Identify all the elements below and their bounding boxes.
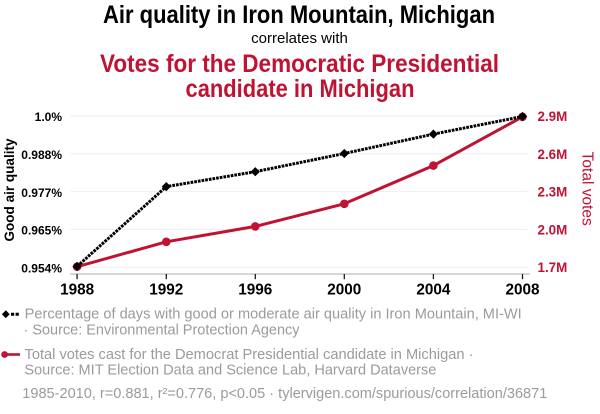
svg-text:1992: 1992 <box>149 282 183 299</box>
svg-text:Total votes cast for the Democ: Total votes cast for the Democrat Presid… <box>25 347 474 363</box>
svg-text:Total votes: Total votes <box>578 152 595 226</box>
svg-text:correlates with: correlates with <box>251 30 348 47</box>
svg-text:Air quality in Iron Mountain,: Air quality in Iron Mountain, Michigan <box>103 1 495 29</box>
svg-text:1.7M: 1.7M <box>538 260 568 275</box>
svg-text:Source: MIT Election Data and: Source: MIT Election Data and Science La… <box>24 362 436 378</box>
svg-text:2.3M: 2.3M <box>538 185 568 200</box>
svg-text:2.9M: 2.9M <box>538 109 568 124</box>
svg-text:0.988%: 0.988% <box>21 148 62 162</box>
svg-text:Percentage of days with good o: Percentage of days with good or moderate… <box>25 307 522 323</box>
svg-text:Votes for the Democratic Presi: Votes for the Democratic Presidential <box>100 50 499 78</box>
svg-text:1.0%: 1.0% <box>35 110 63 124</box>
svg-text:1985-2010, r=0.881, r²=0.776,: 1985-2010, r=0.881, r²=0.776, p<0.05 · t… <box>22 386 547 402</box>
svg-text:1996: 1996 <box>238 282 272 299</box>
svg-text:2008: 2008 <box>505 282 540 299</box>
svg-text:0.954%: 0.954% <box>21 261 62 275</box>
svg-text:· Source: Environmental Protec: · Source: Environmental Protection Agenc… <box>24 322 301 338</box>
svg-text:2000: 2000 <box>327 282 361 299</box>
svg-text:0.977%: 0.977% <box>21 186 62 200</box>
svg-text:2.6M: 2.6M <box>538 147 568 162</box>
svg-text:Good air quality: Good air quality <box>1 138 17 241</box>
svg-text:candidate in Michigan: candidate in Michigan <box>186 75 415 103</box>
svg-text:2004: 2004 <box>416 282 451 299</box>
svg-text:2.0M: 2.0M <box>538 222 568 237</box>
svg-text:0.965%: 0.965% <box>21 224 62 238</box>
svg-text:1988: 1988 <box>60 282 95 299</box>
